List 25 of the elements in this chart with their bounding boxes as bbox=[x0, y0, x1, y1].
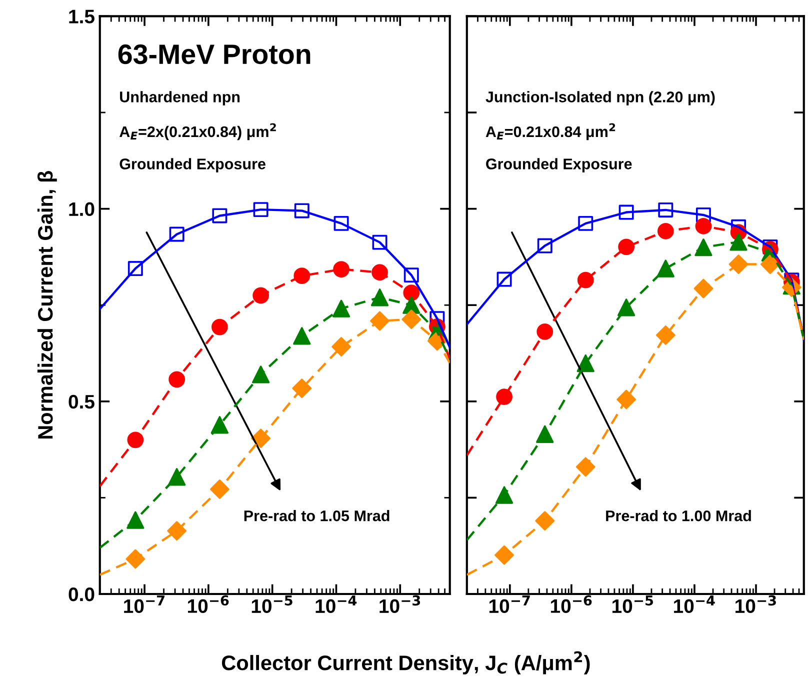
x-tick-label: 10$^{−7}$ bbox=[489, 595, 530, 614]
y-tick-label: 0.5 bbox=[68, 394, 94, 409]
x-axis-title: Collector Current Density, J$_{C}$ (A/μm$^{2}$) bbox=[222, 651, 590, 674]
annotation: Junction-Isolated npn (2.20 μm) bbox=[486, 91, 715, 106]
annotation: Grounded Exposure bbox=[486, 158, 632, 172]
x-tick-label: 10$^{−3}$ bbox=[736, 595, 776, 614]
x-tick-label: 10$^{−7}$ bbox=[124, 595, 164, 614]
y-tick-label: 0.0 bbox=[68, 587, 94, 602]
y-tick-label: 1.0 bbox=[69, 202, 94, 216]
x-tick-label: 10$^{−5}$ bbox=[612, 595, 654, 614]
x-tick-label: 10$^{−6}$ bbox=[188, 595, 229, 613]
x-tick-label: 10$^{−4}$ bbox=[674, 595, 715, 614]
annotation: Pre-rad to 1.05 Mrad bbox=[244, 510, 390, 522]
x-tick-label: 10$^{−4}$ bbox=[316, 595, 357, 614]
x-tick-label: 10$^{−5}$ bbox=[252, 595, 292, 614]
annotation: Grounded Exposure bbox=[120, 158, 266, 172]
text: 63-MeV Proton bbox=[118, 44, 310, 64]
y-tick-label: 1.5 bbox=[69, 10, 94, 24]
x-tick-label: 10$^{−3}$ bbox=[380, 595, 420, 614]
y-axis-title: Normalized Current Gain, β bbox=[37, 170, 57, 439]
annotation: Pre-rad to 1.00 Mrad bbox=[606, 510, 751, 522]
x-tick-label: 10$^{−6}$ bbox=[550, 595, 592, 613]
annotation: Unhardened npn bbox=[120, 91, 240, 106]
annotation: A$_{E}$=2x(0.21x0.84) μm$^{2}$ bbox=[120, 123, 276, 140]
annotation: A$_{E}$=0.21x0.84 μm$^{2}$ bbox=[486, 123, 616, 140]
